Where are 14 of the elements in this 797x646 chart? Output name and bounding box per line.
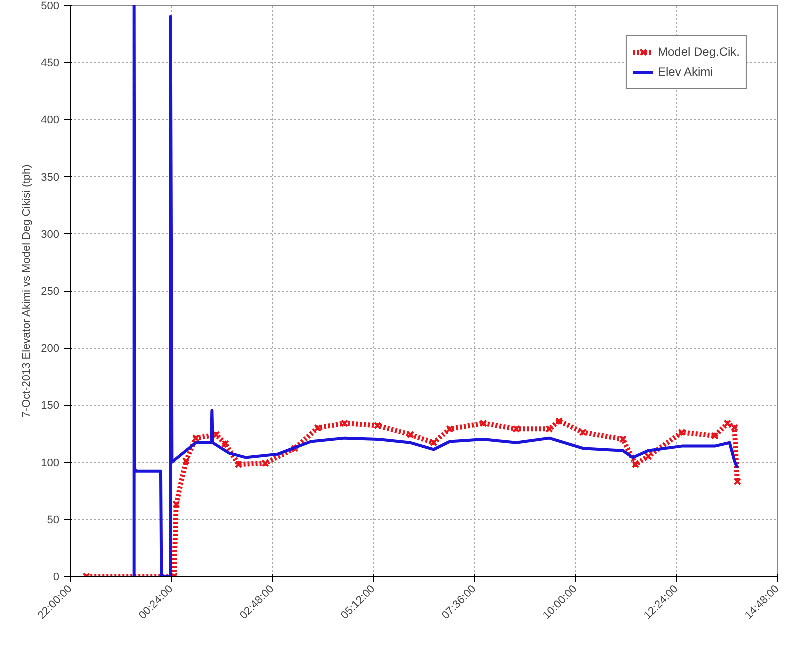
y-tick-label: 450: [41, 58, 60, 70]
y-tick-label: 50: [47, 514, 60, 526]
y-tick-label: 150: [41, 400, 60, 412]
y-tick-label: 350: [41, 172, 60, 184]
y-tick-label: 300: [41, 228, 60, 241]
y-tick-label: 0: [53, 572, 60, 584]
y-tick-label: 500: [41, 0, 60, 12]
y-tick-label: 200: [41, 343, 60, 356]
y-tick-label: 400: [41, 114, 60, 127]
legend-label: Model Deg.Cik.: [658, 45, 740, 59]
y-axis-title: 7-Oct-2013 Elevator Akimi vs Model Deg Cikisi (tph): [21, 164, 34, 418]
y-tick-label: 100: [41, 457, 60, 470]
y-tick-label: 250: [41, 286, 60, 298]
legend-label: Elev Akimi: [658, 65, 714, 79]
